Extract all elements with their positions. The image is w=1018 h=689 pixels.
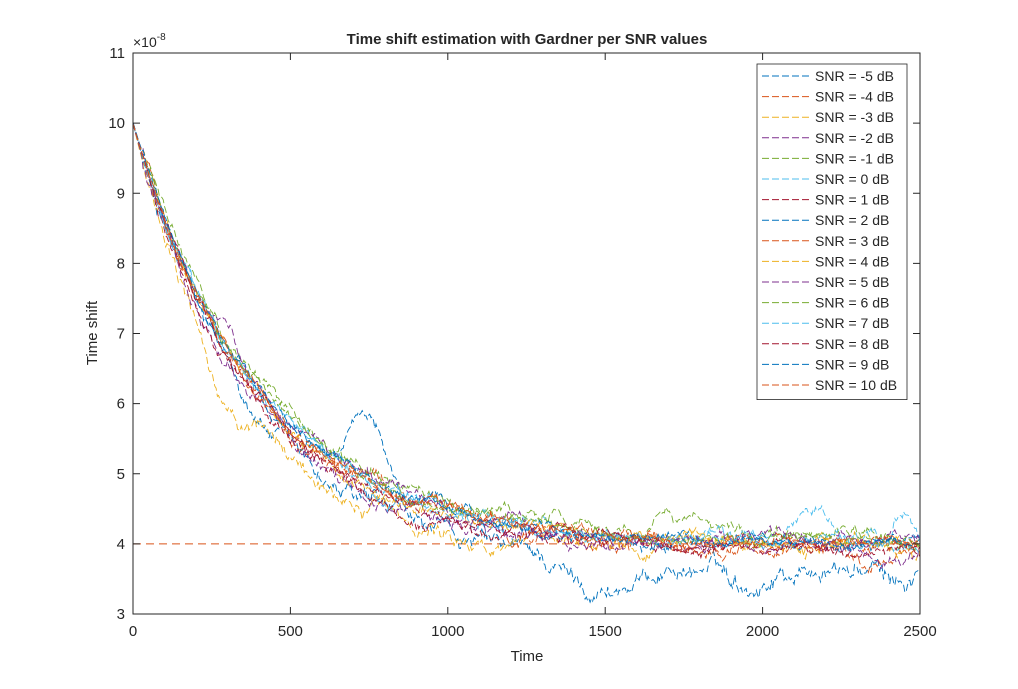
legend-label: SNR = 8 dB	[815, 336, 889, 352]
y-tick-label: 8	[117, 255, 125, 272]
series-line	[132, 123, 921, 555]
legend-label: SNR = 7 dB	[815, 315, 889, 331]
x-tick-label: 500	[278, 623, 303, 640]
series-layer	[132, 122, 921, 604]
y-tick-label: 5	[117, 466, 125, 483]
legend-label: SNR = -5 dB	[815, 68, 894, 84]
x-axis-ticks: 0 500 1000 1500 2000 2500	[129, 53, 937, 640]
legend-label: SNR = 10 dB	[815, 377, 897, 393]
y-tick-label: 10	[108, 115, 125, 132]
legend-label: SNR = 6 dB	[815, 295, 889, 311]
y-tick-label: 9	[117, 185, 125, 202]
series-line	[132, 122, 921, 552]
legend-label: SNR = 0 dB	[815, 171, 889, 187]
series-line	[132, 122, 921, 560]
legend-label: SNR = 3 dB	[815, 233, 889, 249]
legend-label: SNR = 1 dB	[815, 192, 889, 208]
chart-title: Time shift estimation with Gardner per S…	[347, 31, 708, 48]
legend-label: SNR = -4 dB	[815, 89, 894, 105]
legend-label: SNR = -3 dB	[815, 109, 894, 125]
legend-label: SNR = 4 dB	[815, 253, 889, 269]
legend-label: SNR = -2 dB	[815, 130, 894, 146]
series-line	[132, 124, 920, 604]
x-tick-label: 2000	[746, 623, 779, 640]
legend-items: SNR = -5 dB SNR = -4 dB SNR = -3 dB SNR = -…	[762, 68, 897, 393]
legend-label: SNR = 9 dB	[815, 356, 889, 372]
y-tick-label: 4	[117, 536, 125, 553]
legend: SNR = -5 dB SNR = -4 dB SNR = -3 dB SNR = -…	[756, 63, 908, 401]
legend-label: SNR = -1 dB	[815, 150, 894, 166]
x-axis-label: Time	[511, 648, 544, 665]
y-exponent-base: ×10	[133, 34, 157, 50]
legend-label: SNR = 2 dB	[815, 212, 889, 228]
y-axis-label: Time shift	[84, 300, 101, 365]
legend-label: SNR = 5 dB	[815, 274, 889, 290]
x-tick-label: 0	[129, 623, 137, 640]
y-axis-ticks: 3 4 5 6 7 8 9 10 11	[108, 45, 920, 623]
y-axis-exponent: ×10-8	[133, 32, 166, 50]
series-line	[132, 123, 921, 552]
series-line	[132, 122, 921, 554]
series-line	[132, 122, 921, 548]
series-line	[132, 122, 921, 554]
y-tick-label: 6	[117, 396, 125, 413]
y-tick-label: 11	[109, 45, 125, 62]
x-tick-label: 1500	[589, 623, 622, 640]
y-exponent-power: -8	[157, 32, 166, 43]
x-tick-label: 1000	[431, 623, 464, 640]
y-tick-label: 3	[117, 606, 125, 623]
x-tick-label: 2500	[903, 623, 936, 640]
series-line	[132, 122, 921, 550]
y-tick-label: 7	[117, 326, 125, 343]
